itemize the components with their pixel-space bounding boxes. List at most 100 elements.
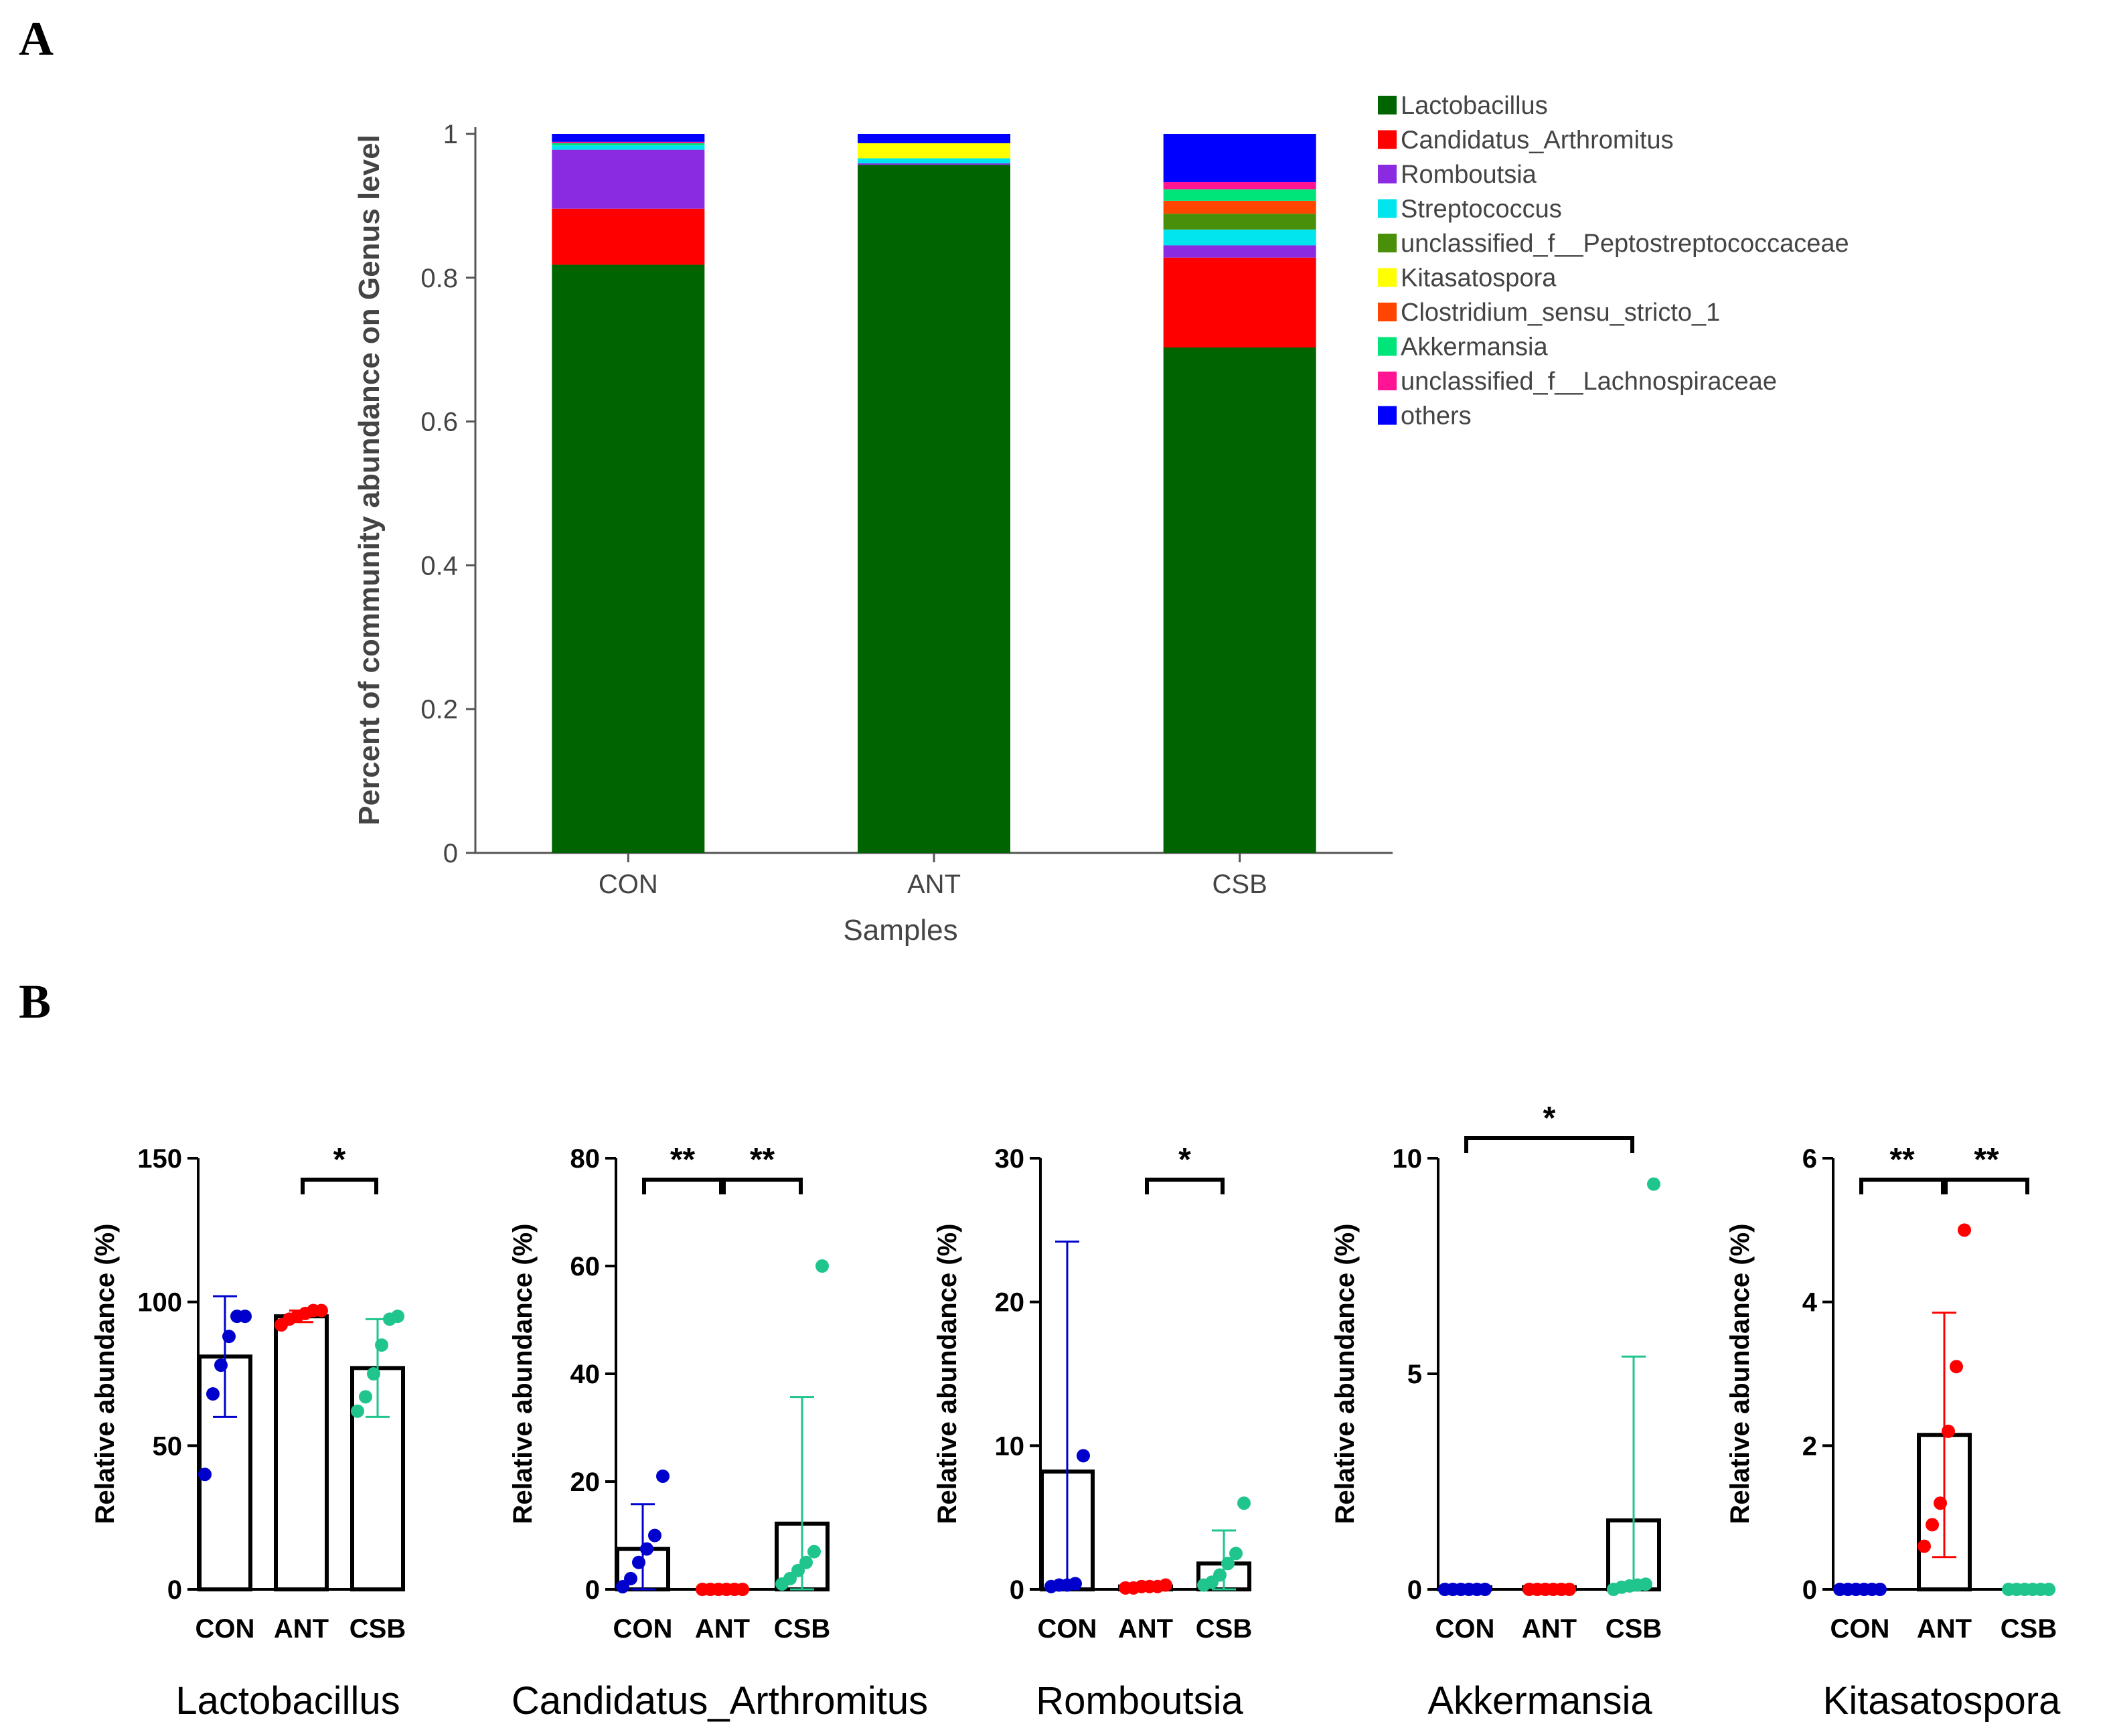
bar-segment-ant-streptococcus [858, 158, 1010, 164]
data-point [359, 1390, 372, 1404]
x-tick-label: ANT [1118, 1614, 1173, 1644]
bar-segment-csb-unclassified-f-peptostreptococcaceae [1163, 214, 1316, 230]
subplot-akkermansia: 0 5 10 CON ANT CSB * Relative abundance (%) Akke… [1330, 1101, 1662, 1723]
legend-label: unclassified_f__Lachnospiraceae [1401, 368, 1777, 396]
legend-label: Romboutsia [1401, 161, 1537, 189]
subplot-title: Akkermansia [1427, 1679, 1652, 1723]
significance-label: * [333, 1142, 346, 1178]
data-point [1934, 1496, 1947, 1510]
legend-swatch [1378, 96, 1397, 114]
data-point [1478, 1583, 1492, 1596]
bar-segment-csb-romboutsia [1163, 245, 1316, 258]
legend-swatch [1378, 199, 1397, 218]
legend-swatch [1378, 130, 1397, 149]
y-tick-label: 0.2 [420, 695, 458, 724]
data-point [198, 1468, 212, 1482]
y-tick-label: 2 [1802, 1431, 1817, 1461]
y-tick-label: 0 [585, 1575, 600, 1605]
data-point [632, 1555, 645, 1569]
data-point [391, 1310, 404, 1324]
data-point [222, 1330, 236, 1344]
data-point [238, 1310, 252, 1324]
significance-label: ** [670, 1142, 696, 1178]
subplot-kitasatospora: 0 2 4 6 CON ANT CSB ** ** Relative abundance (%) K… [1725, 1142, 2061, 1723]
y-tick-label: 1 [443, 120, 458, 149]
legend-label: Lactobacillus [1401, 92, 1548, 120]
subplot-title: Lactobacillus [175, 1679, 400, 1723]
x-tick-label: CSB [1606, 1614, 1662, 1644]
x-tick-label: CON [1038, 1614, 1097, 1644]
legend-label: others [1401, 402, 1472, 430]
x-tick-label: CSB [1196, 1614, 1252, 1644]
x-tick-label: ANT [695, 1614, 750, 1644]
y-tick-label: 80 [570, 1144, 601, 1174]
significance-label: ** [1889, 1142, 1915, 1178]
data-point [1221, 1557, 1235, 1571]
significance-label: ** [750, 1142, 775, 1178]
panel-label-b: B [19, 975, 51, 1028]
y-tick-label: 4 [1802, 1288, 1818, 1318]
significance-label: * [1543, 1101, 1556, 1136]
y-tick-label: 150 [137, 1144, 182, 1174]
data-point [1942, 1424, 1955, 1438]
x-axis-title: Samples [843, 914, 957, 947]
y-tick-label: 0.8 [420, 264, 458, 293]
bar-segment-ant-lactobacillus [858, 165, 1010, 853]
bar-segment-con-candidatus-arthromitus [552, 208, 705, 265]
subplot-romboutsia: 0 10 20 30 CON ANT CSB * Relative abundance (%) R… [933, 1142, 1252, 1723]
significance-label: * [1178, 1142, 1191, 1178]
data-point [1639, 1577, 1652, 1591]
subplot-title: Romboutsia [1036, 1679, 1243, 1723]
data-point [367, 1367, 380, 1380]
y-tick-label: 10 [995, 1431, 1025, 1461]
y-tick-label: 20 [995, 1288, 1025, 1318]
legend-swatch [1378, 268, 1397, 287]
legend-label: Akkermansia [1401, 333, 1548, 362]
data-point [1958, 1223, 1971, 1237]
x-tick-label: ANT [907, 870, 961, 899]
y-tick-label: 0.4 [420, 551, 458, 580]
data-point [736, 1583, 749, 1596]
data-point [1873, 1583, 1887, 1596]
y-tick-label: 100 [137, 1288, 182, 1318]
data-point [1213, 1568, 1227, 1582]
data-point [807, 1545, 821, 1559]
mean-bar-ant [274, 1314, 329, 1591]
y-axis-title: Relative abundance (%) [933, 1223, 962, 1524]
x-tick-label: CSB [1213, 870, 1267, 899]
data-point [214, 1358, 228, 1372]
legend-swatch [1378, 234, 1397, 252]
subplot-lactobacillus: 0 50 100 150 CON ANT CSB * Relative abundance (%… [90, 1142, 406, 1723]
legend-label: Kitasatospora [1401, 264, 1557, 293]
x-tick-label: ANT [274, 1614, 329, 1644]
data-point [648, 1528, 661, 1543]
bar-segment-ant-kitasatospora [858, 143, 1010, 159]
y-tick-label: 20 [570, 1468, 601, 1497]
legend-label: Clostridium_sensu_stricto_1 [1401, 299, 1720, 327]
subplot-title: Kitasatospora [1823, 1679, 2061, 1723]
data-point [1918, 1539, 1931, 1553]
y-tick-label: 5 [1407, 1360, 1422, 1389]
data-point [1069, 1577, 1082, 1591]
legend-swatch [1378, 372, 1397, 390]
bar-segment-csb-unclassified-f-lachnospiraceae [1163, 181, 1316, 189]
bar-segment-csb-streptococcus [1163, 229, 1316, 246]
subplot-title: Candidatus_Arthromitus [512, 1679, 928, 1723]
y-tick-label: 10 [1393, 1144, 1423, 1174]
bar-segment-csb-clostridium-sensu-stricto-1 [1163, 200, 1316, 214]
y-tick-label: 0.6 [420, 408, 458, 437]
data-point [1237, 1496, 1251, 1510]
x-tick-label: CSB [349, 1614, 406, 1644]
subplot-candidatus-arthromitus: 0 20 40 60 80 CON ANT CSB ** ** Relative abundance… [508, 1142, 928, 1723]
data-point [351, 1404, 364, 1418]
significance-label: ** [1974, 1142, 1999, 1178]
y-tick-label: 30 [995, 1144, 1025, 1174]
y-tick-label: 0 [1802, 1575, 1817, 1605]
y-tick-label: 0 [1010, 1575, 1024, 1605]
bar-segment-con-akkermansia [552, 143, 705, 146]
data-point [315, 1304, 328, 1318]
legend-swatch [1378, 337, 1397, 356]
y-axis-title: Relative abundance (%) [90, 1223, 120, 1524]
y-tick-label: 40 [570, 1360, 601, 1389]
